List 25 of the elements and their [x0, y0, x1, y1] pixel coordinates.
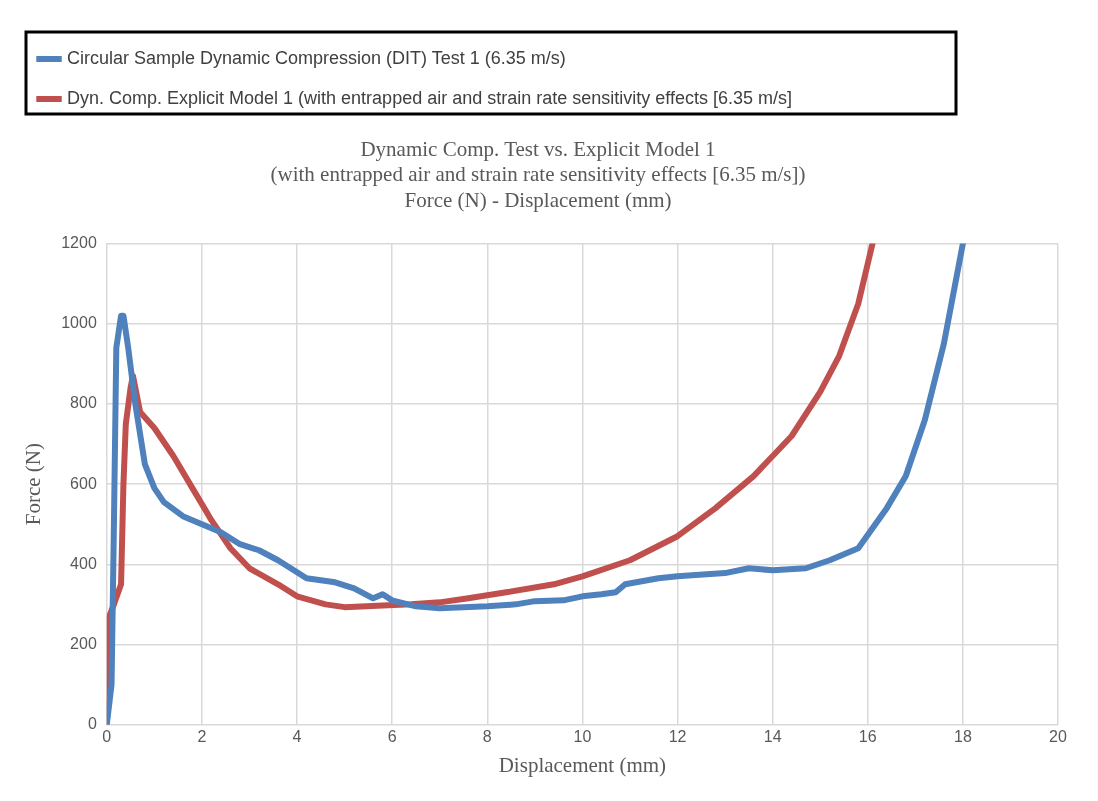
x-tick-label: 0 — [102, 727, 112, 745]
legend-label: Circular Sample Dynamic Compression (DIT) Test 1 (6.35 m/s) — [67, 47, 566, 68]
x-tick-label: 16 — [858, 727, 877, 745]
y-tick-label: 1200 — [61, 234, 97, 252]
text: (with entrapped air and strain rate sensitivity effects [6.35 m/s]) — [270, 162, 806, 187]
y-tick-label: 1000 — [61, 314, 97, 332]
y-tick-label: 400 — [70, 554, 97, 572]
x-tick-label: 18 — [953, 727, 972, 745]
legend-label: Dyn. Comp. Explicit Model 1 (with entrapped air and strain rate sensitivity effects [6.35 m/s] — [67, 87, 792, 108]
x-axis-title: Displacement (mm) — [498, 752, 667, 777]
y-tick-label: 200 — [70, 634, 97, 652]
y-tick-label: 800 — [70, 394, 97, 412]
y-tick-label: 600 — [70, 474, 97, 492]
y-tick-label: 0 — [87, 715, 97, 733]
text: Dynamic Comp. Test vs. Explicit Model 1 — [360, 137, 716, 162]
y-axis-title: Force (N) — [21, 442, 46, 526]
x-tick-label: 10 — [573, 727, 592, 745]
x-tick-label: 4 — [292, 727, 302, 745]
x-tick-label: 6 — [387, 727, 397, 745]
x-tick-label: 2 — [197, 727, 207, 745]
x-tick-label: 14 — [763, 727, 782, 745]
x-tick-label: 20 — [1049, 727, 1067, 745]
x-tick-label: 8 — [482, 727, 492, 745]
text: Force (N) - Displacement (mm) — [404, 187, 672, 212]
x-tick-label: 12 — [668, 727, 687, 745]
